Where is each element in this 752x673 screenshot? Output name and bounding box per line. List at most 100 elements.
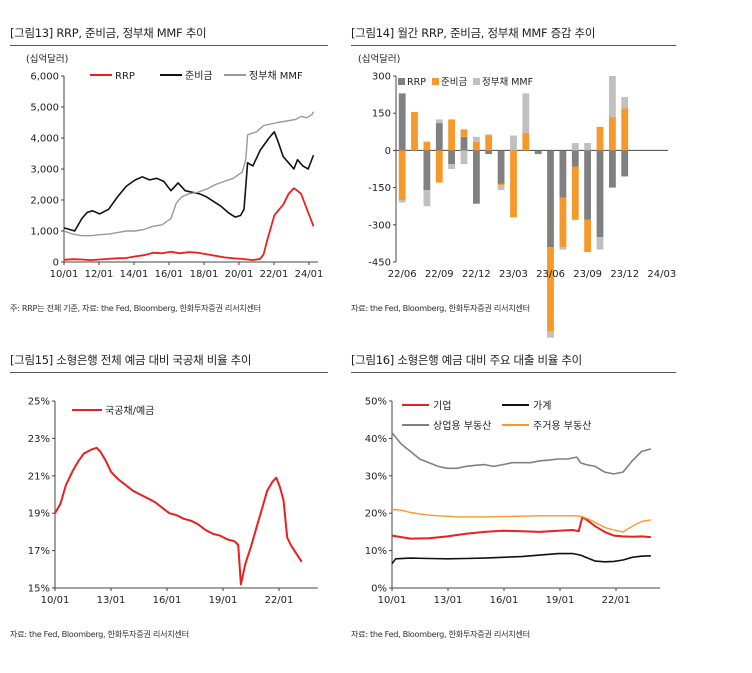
- y-tick-label: -300: [368, 220, 391, 231]
- series-line-1: [391, 515, 651, 540]
- x-tick-label: 22/01: [265, 595, 294, 606]
- bar-rrp: [497, 150, 505, 184]
- bar-reserves: [398, 150, 406, 200]
- y-tick-label: 30%: [365, 471, 387, 482]
- x-tick-label: 22/06: [388, 269, 417, 280]
- series-line-3: [63, 111, 315, 237]
- y-tick-label: 300: [372, 72, 391, 83]
- series-line-2: [391, 552, 651, 565]
- x-tick-label: 10/01: [41, 595, 70, 606]
- legend-label: RRP: [407, 77, 426, 88]
- x-tick-label: 22/12: [462, 269, 491, 280]
- legend-label: 준비금: [441, 77, 467, 88]
- bar-reserves: [522, 133, 530, 151]
- bar-rrp: [473, 150, 480, 204]
- bar-mmf: [460, 150, 468, 164]
- y-tick-label: 150: [372, 109, 391, 120]
- legend-label: 정부채 MMF: [482, 77, 533, 88]
- bar-rrp: [596, 150, 604, 238]
- y-tick-label: -150: [368, 183, 391, 194]
- bar-mmf: [423, 190, 431, 207]
- bar-reserves: [571, 166, 579, 220]
- y-tick-label: 15%: [28, 584, 50, 595]
- y-tick-label: 0: [385, 146, 391, 157]
- legend-label: 정부채 MMF: [249, 70, 303, 82]
- legend-label: 국공채/예금: [105, 405, 154, 417]
- bar-mmf: [609, 76, 616, 117]
- bar-mmf: [571, 143, 579, 151]
- y-tick-label: 0: [53, 258, 59, 269]
- y-tick-label: 40%: [365, 434, 387, 445]
- y-tick-label: 1,000: [30, 227, 59, 238]
- legend-swatch: [432, 78, 439, 85]
- bar-reserves: [609, 116, 616, 151]
- y-tick-label: 5,000: [30, 103, 59, 114]
- figure-15-title: [그림15] 소형은행 전체 예금 대비 국공채 비율 추이: [10, 353, 252, 367]
- bar-reserves: [448, 119, 455, 151]
- bar-rrp: [398, 93, 406, 151]
- title-rule: [351, 372, 676, 373]
- x-tick-label: 19/01: [209, 595, 238, 606]
- x-tick-label: 22/09: [425, 269, 454, 280]
- x-tick-label: 23/03: [499, 269, 528, 280]
- bar-mmf: [596, 237, 604, 250]
- bar-reserves: [460, 129, 468, 137]
- title-rule: [351, 45, 676, 46]
- bar-reserves: [497, 183, 505, 186]
- figure-14-source: 자료: the Fed, Bloomberg, 한화투자증권 리서치센터: [351, 303, 530, 313]
- x-tick-label: 10/01: [50, 269, 79, 280]
- legend-label: 가계: [533, 400, 551, 412]
- x-tick-label: 24/03: [647, 269, 676, 280]
- y-tick-label: 4,000: [30, 134, 59, 145]
- x-tick-label: 22/01: [260, 269, 289, 280]
- bar-reserves: [485, 135, 493, 151]
- x-tick-label: 13/01: [434, 595, 463, 606]
- bar-reserves: [596, 126, 604, 151]
- bar-mmf: [510, 135, 517, 151]
- y-tick-label: 17%: [28, 546, 50, 557]
- x-tick-label: 20/01: [225, 269, 254, 280]
- bar-reserves: [435, 150, 443, 183]
- bar-mmf: [522, 93, 530, 134]
- x-tick-label: 23/12: [610, 269, 639, 280]
- x-tick-label: 22/01: [602, 595, 631, 606]
- legend-label: 상업용 부동산: [433, 419, 491, 432]
- bar-mmf: [547, 331, 554, 338]
- x-tick-label: 24/01: [295, 269, 324, 280]
- bar-reserves: [621, 108, 629, 151]
- y-tick-label: 20%: [365, 509, 387, 520]
- bar-rrp: [609, 150, 616, 188]
- series-line-1: [54, 446, 303, 586]
- figure-13-title: [그림13] RRP, 준비금, 정부채 MMF 추이: [10, 26, 207, 40]
- bar-rrp: [423, 150, 431, 191]
- legend-label: RRP: [115, 71, 135, 82]
- bar-reserves: [584, 219, 591, 252]
- bar-reserves: [559, 197, 567, 248]
- unit-label: (십억달러): [26, 53, 68, 65]
- y-tick-label: 3,000: [30, 165, 59, 176]
- bar-mmf: [398, 200, 406, 203]
- x-tick-label: 19/01: [546, 595, 575, 606]
- y-tick-label: 0%: [371, 584, 387, 595]
- bar-reserves: [411, 112, 418, 151]
- x-tick-label: 23/09: [573, 269, 602, 280]
- figure-13-source: 주: RRP는 전체 기준, 자료: the Fed, Bloomberg, 한…: [10, 303, 261, 313]
- bar-rrp: [534, 150, 542, 155]
- legend-label: 기업: [433, 399, 451, 412]
- x-tick-label: 18/01: [190, 269, 219, 280]
- y-tick-label: 2,000: [30, 196, 59, 207]
- series-line-1: [63, 187, 315, 261]
- legend-label: 준비금: [185, 70, 213, 82]
- bar-rrp: [485, 150, 493, 155]
- bar-mmf: [448, 164, 455, 169]
- x-tick-label: 13/01: [97, 595, 126, 606]
- y-tick-label: 21%: [28, 471, 50, 482]
- unit-label: (십억달러): [358, 53, 400, 65]
- figure-16-source: 자료: the Fed, Bloomberg, 한화투자증권 리서치센터: [351, 629, 530, 639]
- title-rule: [10, 372, 328, 373]
- y-tick-label: 23%: [28, 434, 50, 445]
- bar-rrp: [571, 150, 579, 167]
- series-line-3: [391, 432, 652, 475]
